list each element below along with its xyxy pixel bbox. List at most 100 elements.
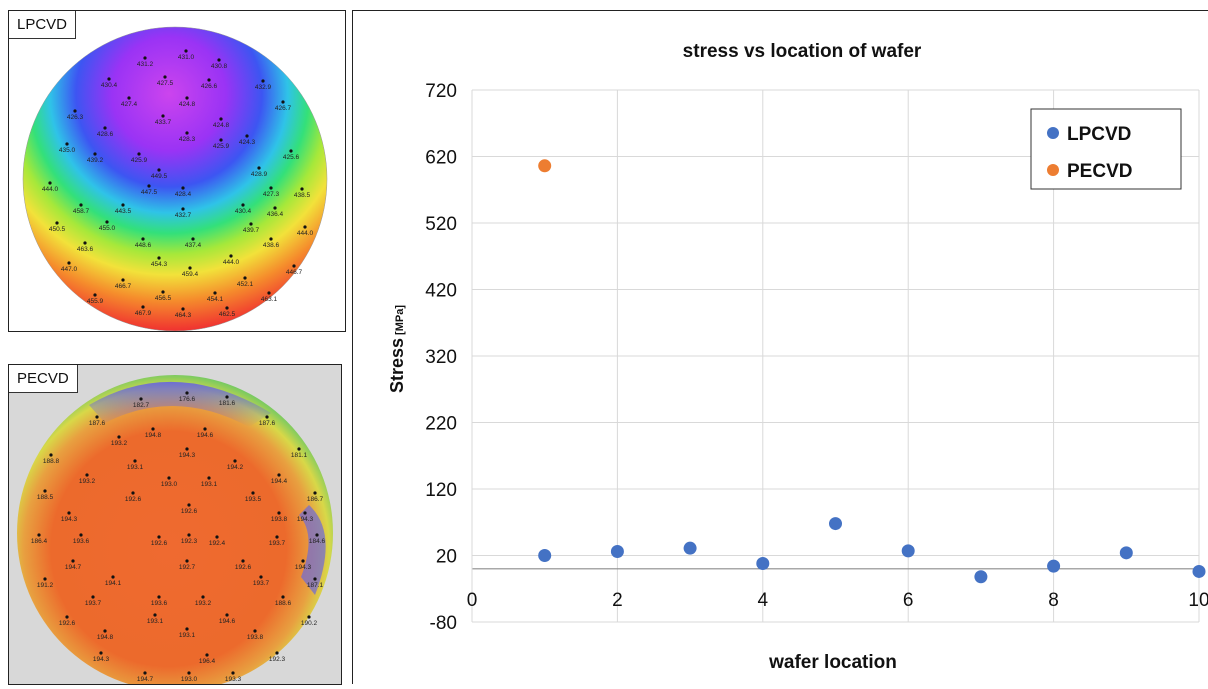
pecvd-point-marker xyxy=(201,595,205,599)
pecvd-point-marker xyxy=(49,453,53,457)
pecvd-point-marker xyxy=(153,613,157,617)
pecvd-point-label: 193.1 xyxy=(179,632,196,639)
pecvd-point-marker xyxy=(301,559,305,563)
pecvd-point-marker xyxy=(275,651,279,655)
pecvd-point-label: 193.7 xyxy=(253,580,270,587)
y-tick-label: 420 xyxy=(425,281,457,302)
lpcvd-data-point xyxy=(1192,564,1206,578)
lpcvd-point-marker xyxy=(67,261,71,265)
pecvd-point-marker xyxy=(43,577,47,581)
pecvd-point-label: 191.2 xyxy=(37,582,54,589)
pecvd-point-marker xyxy=(277,473,281,477)
pecvd-point-label: 194.3 xyxy=(93,656,110,663)
pecvd-point-marker xyxy=(297,447,301,451)
lpcvd-point-label: 427.5 xyxy=(157,80,174,87)
pecvd-point-label: 192.6 xyxy=(181,508,198,515)
pecvd-point-marker xyxy=(99,651,103,655)
pecvd-point-label: 193.8 xyxy=(247,634,264,641)
x-tick-labels: 0 2 4 6 8 10 xyxy=(467,590,1208,611)
y-tick-labels: 720 620 520 420 320 220 120 20 -80 xyxy=(425,81,457,634)
chart-title: stress vs location of wafer xyxy=(683,41,922,62)
pecvd-point-label: 194.4 xyxy=(271,478,288,485)
pecvd-point-marker xyxy=(251,491,255,495)
pecvd-point-marker xyxy=(111,575,115,579)
lpcvd-point-marker xyxy=(107,77,111,81)
pecvd-point-label: 196.4 xyxy=(199,658,216,665)
lpcvd-point-label: 431.0 xyxy=(178,54,195,61)
lpcvd-point-marker xyxy=(269,237,273,241)
lpcvd-point-marker xyxy=(261,79,265,83)
pecvd-point-marker xyxy=(281,595,285,599)
pecvd-point-marker xyxy=(241,559,245,563)
pecvd-point-marker xyxy=(167,476,171,480)
y-tick-label: 320 xyxy=(425,347,457,368)
lpcvd-point-label: 450.5 xyxy=(49,226,66,233)
pecvd-point-marker xyxy=(71,559,75,563)
lpcvd-point-label: 424.8 xyxy=(179,101,196,108)
y-axis-title: Stress [MPa] xyxy=(387,305,407,393)
pecvd-point-marker xyxy=(203,427,207,431)
x-tick-label: 10 xyxy=(1188,590,1208,611)
pecvd-point-marker xyxy=(303,511,307,515)
lpcvd-point-marker xyxy=(137,152,141,156)
lpcvd-point-marker xyxy=(289,149,293,153)
lpcvd-data-point xyxy=(756,556,770,570)
pecvd-point-marker xyxy=(225,395,229,399)
lpcvd-point-marker xyxy=(83,241,87,245)
pecvd-point-marker xyxy=(207,476,211,480)
pecvd-point-label: 193.1 xyxy=(147,618,164,625)
pecvd-point-label: 194.2 xyxy=(227,464,244,471)
lpcvd-point-marker xyxy=(103,126,107,130)
legend-marker-lpcvd xyxy=(1047,127,1059,139)
pecvd-point-label: 193.7 xyxy=(85,600,102,607)
lpcvd-wafer-map-panel: LPCVD 431.0 431.2 430.8 430.4 427.5 426.6 432.… xyxy=(8,10,346,332)
pecvd-point-marker xyxy=(131,491,135,495)
pecvd-point-marker xyxy=(79,533,83,537)
lpcvd-point-marker xyxy=(181,207,185,211)
pecvd-point-marker xyxy=(157,595,161,599)
pecvd-point-label: 192.3 xyxy=(269,656,286,663)
pecvd-point-label: 192.6 xyxy=(125,496,142,503)
lpcvd-point-label: 459.4 xyxy=(182,271,199,278)
lpcvd-point-marker xyxy=(157,256,161,260)
lpcvd-point-marker xyxy=(241,203,245,207)
lpcvd-point-marker xyxy=(65,142,69,146)
pecvd-point-marker xyxy=(187,503,191,507)
lpcvd-point-marker xyxy=(269,186,273,190)
lpcvd-point-label: 463.1 xyxy=(261,296,278,303)
lpcvd-point-marker xyxy=(207,78,211,82)
lpcvd-point-label: 464.3 xyxy=(175,312,192,319)
lpcvd-point-marker xyxy=(229,254,233,258)
lpcvd-point-label: 444.0 xyxy=(42,186,59,193)
x-tick-label: 8 xyxy=(1048,590,1059,611)
y-tick-label: 720 xyxy=(425,81,457,102)
pecvd-point-label: 192.6 xyxy=(235,564,252,571)
lpcvd-point-label: 435.0 xyxy=(59,147,76,154)
pecvd-point-marker xyxy=(43,489,47,493)
legend-label-pecvd: PECVD xyxy=(1067,161,1132,182)
pecvd-point-label: 194.6 xyxy=(219,618,236,625)
pecvd-wafer-map: 176.6 182.7 181.6 187.6 194.8 194.6 187.6 193.2… xyxy=(17,375,333,684)
lpcvd-point-marker xyxy=(185,96,189,100)
chart-legend: LPCVD PECVD xyxy=(1030,108,1182,190)
lpcvd-point-label: 430.4 xyxy=(101,82,118,89)
pecvd-point-marker xyxy=(307,615,311,619)
pecvd-point-marker xyxy=(215,535,219,539)
lpcvd-point-marker xyxy=(245,134,249,138)
pecvd-point-marker xyxy=(225,613,229,617)
pecvd-point-label: 193.0 xyxy=(181,676,198,683)
lpcvd-point-marker xyxy=(188,266,192,270)
pecvd-point-marker xyxy=(187,533,191,537)
lpcvd-point-label: 447.0 xyxy=(61,266,78,273)
pecvd-point-marker xyxy=(65,615,69,619)
pecvd-point-marker xyxy=(259,575,263,579)
lpcvd-point-marker xyxy=(184,49,188,53)
lpcvd-point-marker xyxy=(273,206,277,210)
x-tick-label: 0 xyxy=(467,590,478,611)
lpcvd-point-marker xyxy=(217,58,221,62)
lpcvd-point-label: 454.1 xyxy=(207,296,224,303)
lpcvd-point-marker xyxy=(121,278,125,282)
lpcvd-data-point xyxy=(610,545,624,559)
y-axis-unit: [MPa] xyxy=(394,305,406,335)
lpcvd-data-point xyxy=(1119,546,1133,560)
